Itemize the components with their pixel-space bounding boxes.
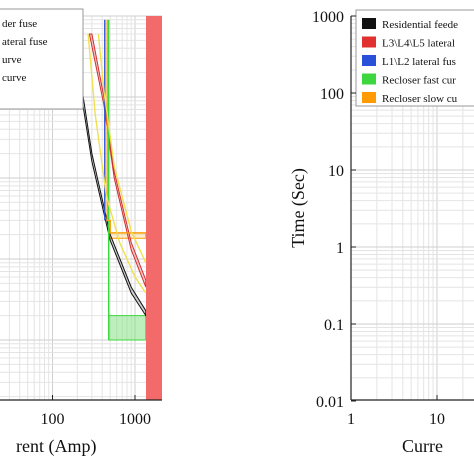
legend-swatch — [362, 55, 376, 66]
legend-label: Residential feede — [382, 19, 458, 31]
y-tick-label: 100 — [320, 86, 344, 103]
legend-swatch — [362, 92, 376, 103]
x-tick-label: 1 — [347, 411, 355, 428]
y-tick-label: 1000 — [312, 9, 344, 26]
y-tick-label: 0.01 — [316, 394, 344, 411]
legend-label: L1\L2 lateral fus — [382, 56, 456, 68]
fault-current-bar — [146, 16, 162, 400]
legend-swatch — [362, 36, 376, 48]
y-tick-label: 10 — [328, 163, 344, 180]
legend-swatch — [362, 18, 376, 29]
legend-label: der fuse — [2, 18, 37, 30]
yellow-curve-2 — [97, 33, 147, 263]
left-plot-legend: der fuse ateral fuse urve curve — [0, 8, 84, 110]
legend-swatch — [362, 73, 376, 85]
left-plot-series — [87, 19, 147, 340]
x-tick-label: 1000 — [119, 411, 151, 428]
x-tick-label: 10 — [429, 411, 445, 428]
residential-band — [74, 57, 147, 318]
legend-label: Recloser slow cu — [382, 93, 458, 105]
x-tick-label: 100 — [41, 411, 65, 428]
right-plot-legend: Residential feede L3\L4\L5 lateral L1\L2 l… — [355, 9, 474, 107]
legend-label: ateral fuse — [2, 36, 48, 48]
x-axis-title: Curre — [402, 436, 443, 456]
yellow-curve-1 — [87, 33, 147, 294]
legend-label: curve — [2, 72, 27, 84]
legend-label: L3\L4\L5 lateral — [382, 38, 455, 50]
x-axis-title: rent (Amp) — [16, 436, 96, 457]
y-tick-label: 1 — [336, 240, 344, 257]
legend-label: Recloser fast cur — [382, 75, 456, 87]
lateral-band — [88, 33, 147, 288]
legend-box — [0, 8, 84, 110]
left-plot-bands — [74, 16, 162, 400]
left-plot-axes: 100 1000 rent (Amp) — [0, 395, 162, 457]
y-tick-label: 0.1 — [324, 317, 344, 334]
legend-label: urve — [2, 54, 22, 66]
recloser-slow-line — [106, 19, 146, 234]
fast-band — [108, 315, 147, 341]
y-axis-title: Time (Sec) — [288, 168, 309, 248]
